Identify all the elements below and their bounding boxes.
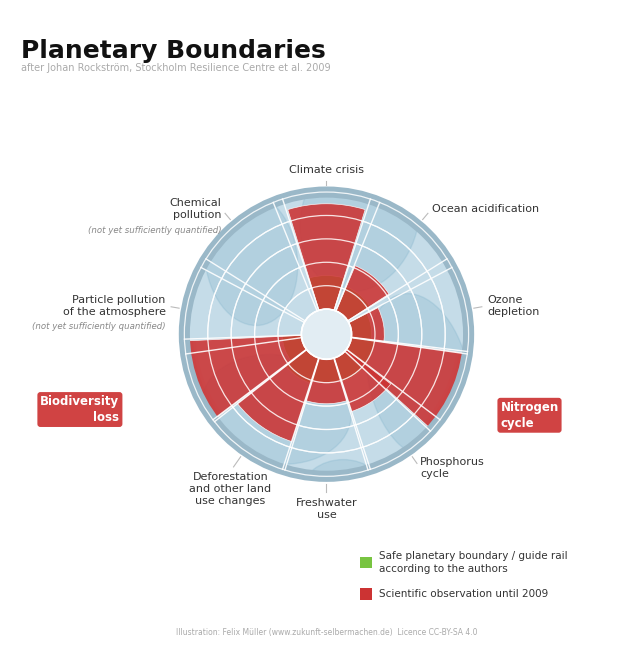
FancyBboxPatch shape — [360, 588, 372, 600]
FancyBboxPatch shape — [360, 556, 372, 568]
Text: Particle pollution
of the atmosphere: Particle pollution of the atmosphere — [63, 294, 166, 317]
Wedge shape — [306, 358, 347, 404]
Text: Freshwater
use: Freshwater use — [296, 498, 357, 520]
Wedge shape — [345, 337, 467, 430]
Text: Scientific observation until 2009: Scientific observation until 2009 — [379, 589, 548, 599]
Text: Chemical
pollution: Chemical pollution — [170, 198, 221, 220]
Ellipse shape — [300, 143, 420, 291]
Wedge shape — [285, 350, 319, 383]
Text: after Johan Rockström, Stockholm Resilience Centre et al. 2009: after Johan Rockström, Stockholm Resilie… — [21, 63, 331, 73]
Text: Nitrogen
cycle: Nitrogen cycle — [500, 401, 559, 430]
Wedge shape — [170, 341, 216, 429]
Wedge shape — [429, 353, 481, 440]
Ellipse shape — [366, 294, 470, 459]
Wedge shape — [428, 352, 502, 453]
Ellipse shape — [205, 193, 298, 325]
Text: Climate crisis: Climate crisis — [289, 165, 364, 175]
Text: Biodiversity
loss: Biodiversity loss — [40, 395, 120, 424]
Wedge shape — [282, 335, 307, 361]
Text: Phosphorus
cycle: Phosphorus cycle — [420, 457, 485, 479]
Wedge shape — [309, 275, 344, 310]
Wedge shape — [237, 350, 319, 442]
Wedge shape — [423, 352, 545, 482]
Text: Ocean acidification: Ocean acidification — [431, 204, 539, 214]
Text: Illustration: Felix Müller (www.zukunft-selbermachen.de)  Licence CC-BY-SA 4.0: Illustration: Felix Müller (www.zukunft-… — [176, 628, 477, 638]
Wedge shape — [184, 335, 307, 420]
Wedge shape — [288, 204, 365, 310]
Text: Deforestation
and other land
use changes: Deforestation and other land use changes — [189, 471, 271, 506]
Wedge shape — [128, 341, 220, 455]
Text: Planetary Boundaries: Planetary Boundaries — [21, 40, 326, 63]
Wedge shape — [349, 308, 385, 341]
Wedge shape — [349, 314, 372, 340]
Wedge shape — [149, 341, 218, 442]
Wedge shape — [426, 352, 524, 468]
Wedge shape — [336, 286, 370, 321]
Wedge shape — [106, 341, 222, 467]
Wedge shape — [336, 266, 389, 321]
Text: (not yet sufficiently quantified): (not yet sufficiently quantified) — [88, 226, 221, 234]
Circle shape — [184, 192, 468, 477]
Wedge shape — [312, 358, 340, 382]
Text: Safe planetary boundary / guide rail
according to the authors: Safe planetary boundary / guide rail acc… — [379, 551, 568, 574]
Wedge shape — [345, 337, 375, 367]
Ellipse shape — [301, 459, 385, 527]
Wedge shape — [334, 350, 391, 412]
Text: (not yet sufficiently quantified): (not yet sufficiently quantified) — [32, 322, 166, 331]
Ellipse shape — [202, 354, 351, 464]
Circle shape — [301, 309, 351, 359]
Wedge shape — [334, 350, 366, 382]
Text: Ozone
depletion: Ozone depletion — [488, 294, 540, 317]
